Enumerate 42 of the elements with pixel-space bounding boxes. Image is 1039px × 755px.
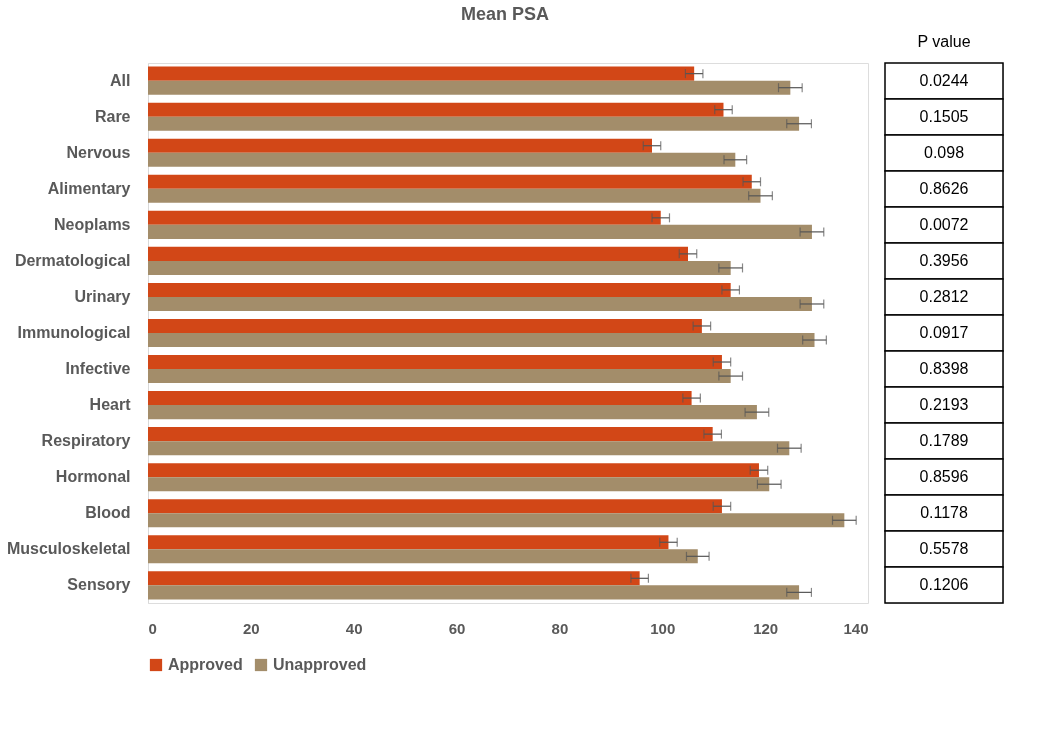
text: 0.1178 [920, 504, 968, 521]
x-tick-label: 60 [448, 619, 466, 637]
y-tick-label: Musculoskeletal [6, 540, 131, 558]
text: 0.0244 [919, 72, 969, 89]
y-tick-label: Immunological [17, 324, 131, 341]
y-tick-label: Urinary [74, 287, 131, 305]
y-tick-label: Hormonal [55, 468, 131, 486]
text: 0.8596 [919, 468, 969, 485]
y-tick-label: Infective [65, 360, 131, 378]
text: 0.2812 [919, 288, 969, 305]
x-tick-label: 120 [753, 619, 779, 637]
y-tick-label: Nervous [66, 143, 131, 161]
y-tick-label: Alimentary [47, 179, 131, 197]
y-tick-label: Heart [89, 396, 132, 414]
text: 0.1505 [919, 108, 969, 125]
text: 0.8626 [919, 180, 969, 197]
x-tick-label: 80 [551, 619, 569, 637]
y-tick-label: Neoplams [54, 215, 131, 233]
y-tick-label: All [110, 71, 131, 89]
text: 0.098 [923, 144, 965, 161]
y-tick-label: Sensory [67, 576, 131, 594]
y-tick-label: Blood [85, 504, 131, 522]
text: 0.3956 [919, 252, 969, 269]
x-tick-label: 0 [148, 619, 157, 637]
text: 0.2193 [919, 396, 969, 413]
y-tick-label: Rare [94, 107, 131, 125]
y-tick-label: Dermatological [14, 251, 131, 269]
legend-label: Unapproved [273, 656, 367, 673]
x-tick-label: 100 [650, 619, 676, 637]
chart-title: Mean PSA [461, 3, 550, 24]
x-tick-label: 140 [843, 619, 869, 637]
text: 0.5578 [919, 540, 969, 557]
text: P value [917, 33, 971, 51]
text: 0.1789 [919, 432, 969, 449]
text: 0.0072 [919, 216, 969, 233]
text: 0.0917 [919, 324, 969, 341]
y-tick-label: Respiratory [41, 432, 131, 450]
x-tick-label: 20 [243, 619, 260, 637]
text: 0.8398 [919, 360, 969, 377]
legend-label: Approved [168, 656, 243, 673]
text: 0.1206 [919, 576, 969, 593]
x-tick-label: 40 [345, 619, 363, 637]
